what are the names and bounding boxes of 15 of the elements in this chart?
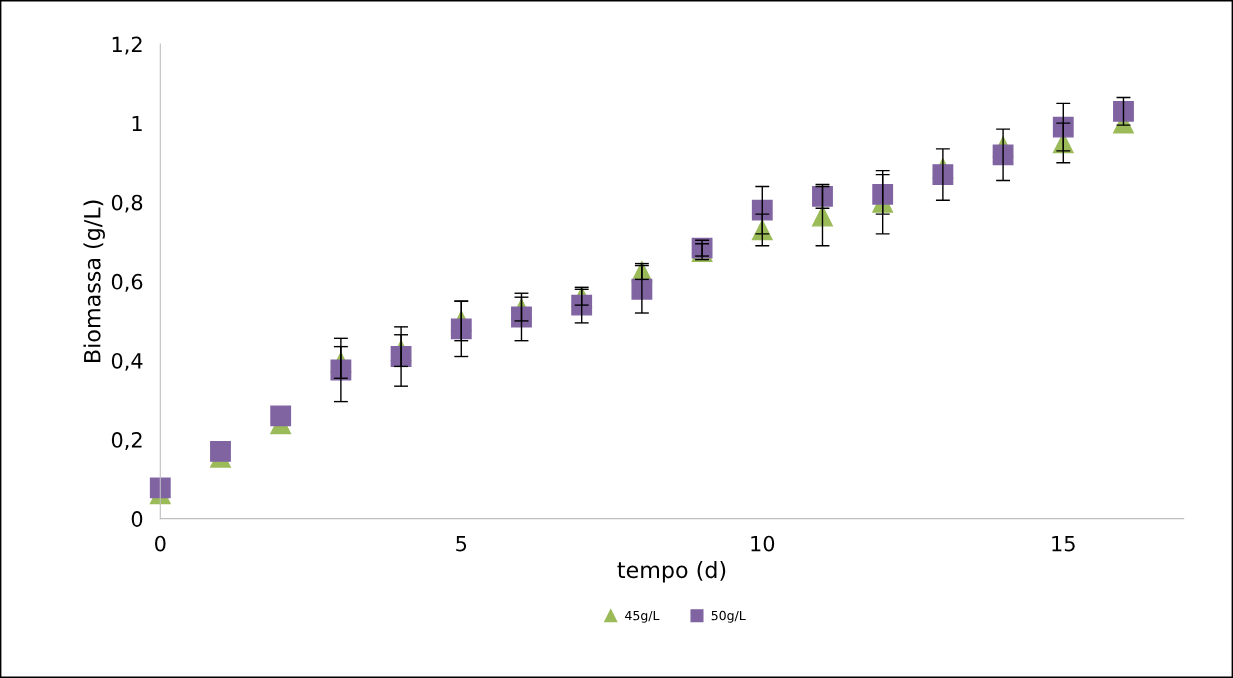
y-axis-title: Biomassa (g/L) [83, 200, 105, 362]
y-tick-label: 0,8 [111, 194, 143, 213]
x-tick-label: 15 [1052, 535, 1075, 552]
y-tick-label: 0,6 [111, 273, 143, 292]
y-tick-label: 0,2 [111, 432, 142, 450]
legend-label: 45g/L [625, 610, 660, 623]
x-axis-title: tempo (d) [617, 561, 726, 583]
y-tick-label: 0 [131, 511, 143, 527]
y-tick-label: 0,4 [111, 352, 143, 371]
y-tick-label: 1,2 [112, 36, 142, 55]
x-tick-label: 5 [456, 535, 467, 552]
y-tick-label: 1 [132, 115, 142, 132]
x-tick-label: 0 [155, 535, 166, 552]
x-tick-label: 10 [751, 535, 775, 552]
legend-label: 50g/L [711, 610, 746, 623]
